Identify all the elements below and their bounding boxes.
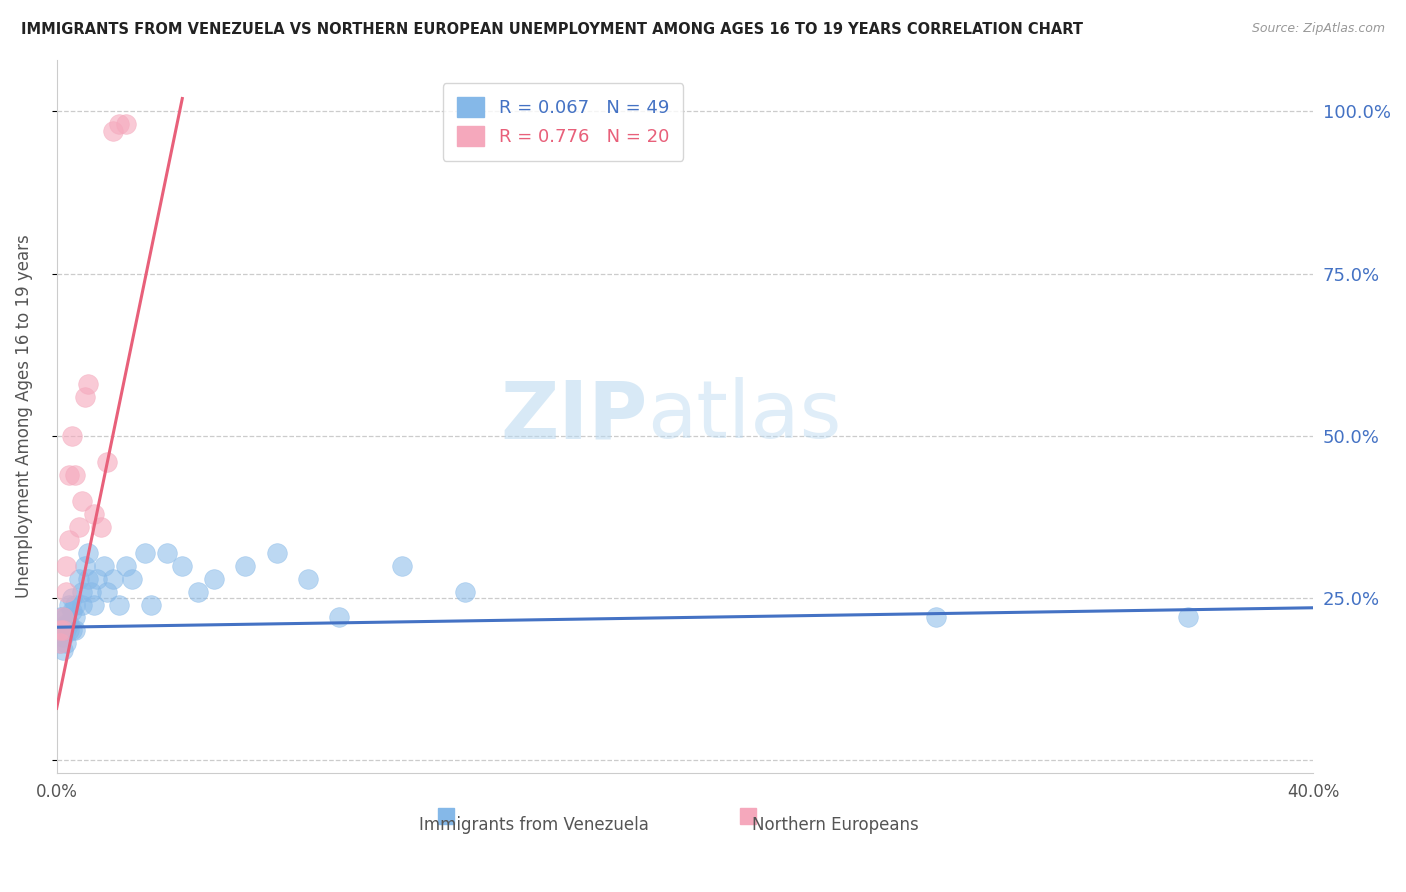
Point (58, 467, 80, 482)
Point (48, 624, 70, 638)
Point (101, 572, 124, 586)
Point (77, 546, 100, 560)
Point (73, 558, 96, 573)
Text: IMMIGRANTS FROM VENEZUELA VS NORTHERN EUROPEAN UNEMPLOYMENT AMONG AGES 16 TO 19 : IMMIGRANTS FROM VENEZUELA VS NORTHERN EU… (21, 22, 1083, 37)
Point (55, 584, 77, 599)
Point (96, 584, 118, 599)
Point (86, 572, 108, 586)
Point (114, 118, 136, 132)
Point (48, 610, 70, 624)
Point (65, 624, 87, 638)
Point (77, 572, 100, 586)
Point (391, 558, 413, 573)
Point (155, 546, 177, 560)
Point (48, 636, 70, 650)
Point (65, 467, 87, 482)
Point (80, 584, 103, 599)
Point (114, 558, 136, 573)
Point (65, 610, 87, 624)
Point (58, 598, 80, 612)
Point (55, 624, 77, 638)
Text: Source: ZipAtlas.com: Source: ZipAtlas.com (1251, 22, 1385, 36)
Point (52, 624, 75, 638)
Point (93, 558, 115, 573)
Point (52, 630, 75, 644)
Point (70, 493, 93, 508)
Point (60, 429, 83, 443)
Point (139, 598, 162, 612)
Point (60, 624, 83, 638)
Point (52, 643, 75, 657)
Point (58, 624, 80, 638)
Point (55, 617, 77, 632)
Point (70, 584, 93, 599)
Point (233, 558, 256, 573)
Point (83, 598, 105, 612)
Point (101, 124, 124, 138)
Point (67, 519, 90, 533)
Point (70, 598, 93, 612)
Text: ZIP: ZIP (501, 377, 647, 456)
Point (77, 376, 100, 391)
Point (52, 624, 75, 638)
Point (297, 572, 319, 586)
Point (266, 546, 288, 560)
Point (187, 584, 209, 599)
Point (55, 636, 77, 650)
Y-axis label: Unemployment Among Ages 16 to 19 years: Unemployment Among Ages 16 to 19 years (15, 235, 32, 599)
Point (90, 519, 112, 533)
Point (202, 572, 225, 586)
Point (55, 610, 77, 624)
Point (121, 572, 143, 586)
Point (60, 591, 83, 605)
Point (1177, 610, 1199, 624)
Point (73, 390, 96, 404)
Point (67, 572, 90, 586)
Point (96, 455, 118, 469)
Point (134, 546, 156, 560)
Point (108, 598, 131, 612)
Point (48, 624, 70, 638)
Point (328, 610, 350, 624)
Text: Northern Europeans: Northern Europeans (752, 816, 920, 834)
Text: Immigrants from Venezuela: Immigrants from Venezuela (419, 816, 650, 834)
Text: atlas: atlas (647, 377, 842, 456)
Point (48, 636, 70, 650)
Legend: R = 0.067   N = 49, R = 0.776   N = 20: R = 0.067 N = 49, R = 0.776 N = 20 (443, 83, 683, 161)
Point (65, 598, 87, 612)
Point (83, 507, 105, 521)
Point (52, 610, 75, 624)
Point (172, 558, 194, 573)
Point (58, 617, 80, 632)
Point (58, 533, 80, 547)
Point (454, 584, 477, 599)
Point (108, 118, 131, 132)
Point (52, 610, 75, 624)
Point (60, 604, 83, 618)
Point (55, 558, 77, 573)
Point (925, 610, 948, 624)
